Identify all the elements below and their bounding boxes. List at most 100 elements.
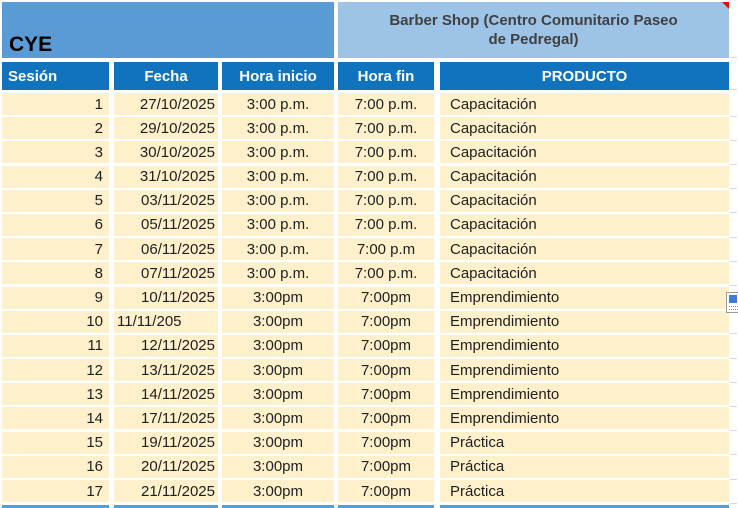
paste-options-icon[interactable] <box>726 292 738 313</box>
cell-hora-inicio[interactable]: 3:00pm <box>222 286 334 309</box>
cell-producto[interactable]: Capacitación <box>440 141 729 164</box>
cell-sesion[interactable]: 16 <box>2 455 109 478</box>
cell-hora-inicio[interactable]: 3:00 p.m. <box>222 93 334 115</box>
cell-fecha[interactable]: 20/11/2025 <box>114 455 218 478</box>
cell-hora-fin[interactable]: 7:00 p.m. <box>338 117 434 140</box>
gridline-tick <box>730 285 737 286</box>
cell-producto[interactable]: Emprendimiento <box>440 383 729 406</box>
cell-hora-fin[interactable]: 7:00 p.m. <box>338 165 434 188</box>
cell-hora-inicio[interactable]: 3:00pm <box>222 310 334 333</box>
cell-sesion[interactable]: 14 <box>2 407 109 430</box>
cell-fecha[interactable]: 05/11/2025 <box>114 213 218 236</box>
cell-fecha[interactable]: 03/11/2025 <box>114 189 218 212</box>
cell-fecha[interactable]: 11/11/205 <box>114 310 218 333</box>
cell-hora-fin[interactable]: 7:00 p.m. <box>338 93 434 115</box>
cell-producto[interactable]: Emprendimiento <box>440 407 729 430</box>
table-row: 17 21/11/2025 3:00pm 7:00pm Práctica <box>2 480 729 502</box>
cell-fecha[interactable]: 07/11/2025 <box>114 262 218 285</box>
cell-hora-fin[interactable]: 7:00pm <box>338 334 434 357</box>
cell-hora-fin[interactable]: 7:00 p.m. <box>338 213 434 236</box>
cell-hora-fin[interactable]: 7:00pm <box>338 480 434 502</box>
cell-producto[interactable]: Práctica <box>440 455 729 478</box>
column-header-sesion[interactable]: Sesión <box>2 62 109 90</box>
venue-title-line1: Barber Shop (Centro Comunitario Paseo <box>389 12 678 29</box>
venue-title-cell[interactable]: Barber Shop (Centro Comunitario Paseo de… <box>338 2 729 58</box>
cell-producto[interactable]: Emprendimiento <box>440 359 729 382</box>
next-row-cutoff <box>0 505 738 508</box>
cell-sesion[interactable]: 5 <box>2 189 109 212</box>
cell-hora-inicio[interactable]: 3:00 p.m. <box>222 117 334 140</box>
cell-sesion[interactable]: 1 <box>2 93 109 115</box>
cell-sesion[interactable]: 4 <box>2 165 109 188</box>
cell-producto[interactable]: Capacitación <box>440 189 729 212</box>
cell-hora-inicio[interactable]: 3:00 p.m. <box>222 238 334 261</box>
cell-hora-fin[interactable]: 7:00 p.m <box>338 238 434 261</box>
cell-fecha[interactable]: 10/11/2025 <box>114 286 218 309</box>
cell-hora-inicio[interactable]: 3:00 p.m. <box>222 262 334 285</box>
cell-fecha[interactable]: 13/11/2025 <box>114 359 218 382</box>
cell-hora-fin[interactable]: 7:00 p.m. <box>338 262 434 285</box>
cell-fecha[interactable]: 17/11/2025 <box>114 407 218 430</box>
cell-producto[interactable]: Práctica <box>440 431 729 454</box>
cell-hora-inicio[interactable]: 3:00pm <box>222 334 334 357</box>
cell-producto[interactable]: Práctica <box>440 480 729 502</box>
cell-fecha[interactable]: 19/11/2025 <box>114 431 218 454</box>
cell-hora-fin[interactable]: 7:00pm <box>338 310 434 333</box>
cell-sesion[interactable]: 17 <box>2 480 109 502</box>
cell-hora-fin[interactable]: 7:00pm <box>338 359 434 382</box>
cell-producto[interactable]: Capacitación <box>440 262 729 285</box>
column-header-hora-fin[interactable]: Hora fin <box>338 62 434 90</box>
cell-producto[interactable]: Capacitación <box>440 93 729 115</box>
cell-sesion[interactable]: 8 <box>2 262 109 285</box>
cell-fecha[interactable]: 06/11/2025 <box>114 238 218 261</box>
cell-fecha[interactable]: 27/10/2025 <box>114 93 218 115</box>
cell-hora-inicio[interactable]: 3:00 p.m. <box>222 213 334 236</box>
cell-hora-inicio[interactable]: 3:00pm <box>222 407 334 430</box>
cell-hora-inicio[interactable]: 3:00pm <box>222 480 334 502</box>
cell-sesion[interactable]: 10 <box>2 310 109 333</box>
cell-producto[interactable]: Capacitación <box>440 165 729 188</box>
cell-sesion[interactable]: 13 <box>2 383 109 406</box>
cell-fecha[interactable]: 29/10/2025 <box>114 117 218 140</box>
cell-producto[interactable]: Emprendimiento <box>440 310 729 333</box>
cye-title-cell[interactable]: CYE <box>2 2 334 58</box>
cell-producto[interactable]: Emprendimiento <box>440 334 729 357</box>
cell-hora-fin[interactable]: 7:00pm <box>338 286 434 309</box>
cell-sesion[interactable]: 7 <box>2 238 109 261</box>
column-header-hora-inicio[interactable]: Hora inicio <box>222 62 334 90</box>
table-row: 11 12/11/2025 3:00pm 7:00pm Emprendimiento <box>2 334 729 357</box>
cell-producto[interactable]: Capacitación <box>440 213 729 236</box>
cell-hora-fin[interactable]: 7:00pm <box>338 455 434 478</box>
cell-sesion[interactable]: 6 <box>2 213 109 236</box>
cell-hora-fin[interactable]: 7:00pm <box>338 407 434 430</box>
cell-sesion[interactable]: 11 <box>2 334 109 357</box>
cell-hora-fin[interactable]: 7:00pm <box>338 383 434 406</box>
cell-fecha[interactable]: 21/11/2025 <box>114 480 218 502</box>
cell-hora-fin[interactable]: 7:00pm <box>338 431 434 454</box>
cell-hora-inicio[interactable]: 3:00pm <box>222 383 334 406</box>
cell-sesion[interactable]: 2 <box>2 117 109 140</box>
cell-hora-fin[interactable]: 7:00 p.m. <box>338 189 434 212</box>
cell-hora-inicio[interactable]: 3:00pm <box>222 359 334 382</box>
cell-hora-inicio[interactable]: 3:00pm <box>222 455 334 478</box>
cell-hora-inicio[interactable]: 3:00 p.m. <box>222 189 334 212</box>
cell-fecha[interactable]: 14/11/2025 <box>114 383 218 406</box>
column-header-producto[interactable]: PRODUCTO <box>440 62 729 90</box>
cell-hora-fin[interactable]: 7:00 p.m. <box>338 141 434 164</box>
cell-fecha[interactable]: 30/10/2025 <box>114 141 218 164</box>
cell-sesion[interactable]: 15 <box>2 431 109 454</box>
paste-options-glyph <box>729 295 737 303</box>
cell-producto[interactable]: Capacitación <box>440 117 729 140</box>
cell-producto[interactable]: Capacitación <box>440 238 729 261</box>
cell-hora-inicio[interactable]: 3:00pm <box>222 431 334 454</box>
cell-sesion[interactable]: 9 <box>2 286 109 309</box>
cell-sesion[interactable]: 12 <box>2 359 109 382</box>
next-row-segment <box>338 505 434 508</box>
cell-producto[interactable]: Emprendimiento <box>440 286 729 309</box>
cell-fecha[interactable]: 31/10/2025 <box>114 165 218 188</box>
cell-hora-inicio[interactable]: 3:00 p.m. <box>222 141 334 164</box>
column-header-fecha[interactable]: Fecha <box>114 62 218 90</box>
cell-fecha[interactable]: 12/11/2025 <box>114 334 218 357</box>
cell-sesion[interactable]: 3 <box>2 141 109 164</box>
cell-hora-inicio[interactable]: 3:00 p.m. <box>222 165 334 188</box>
